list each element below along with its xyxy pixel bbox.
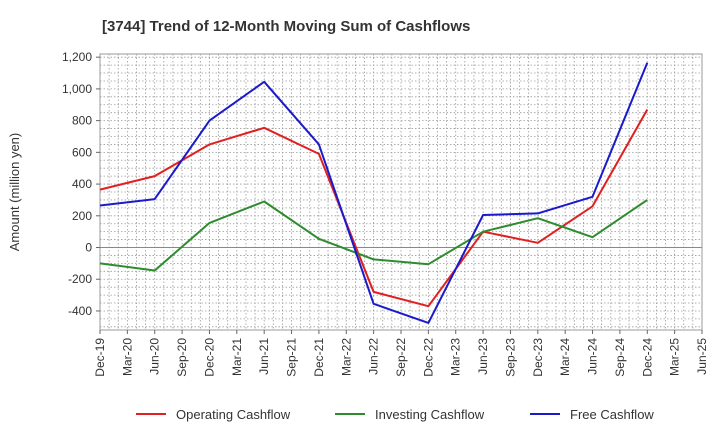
x-tick-label: Dec-22 — [421, 338, 435, 377]
x-tick-label: Jun-21 — [257, 338, 271, 375]
y-tick-label: 600 — [72, 145, 92, 159]
x-tick-label: Jun-25 — [695, 338, 709, 375]
y-tick-label: 400 — [72, 177, 92, 191]
y-tick-label: -200 — [68, 272, 92, 286]
y-axis-ticks: -400 -200 0 200 400 600 800 1,000 1,200 — [62, 50, 100, 318]
x-tick-label: Mar-24 — [558, 338, 572, 376]
legend-label: Investing Cashflow — [375, 407, 485, 422]
x-tick-label: Sep-22 — [394, 338, 408, 377]
y-tick-label: 800 — [72, 114, 92, 128]
x-tick-label: Sep-24 — [613, 338, 627, 377]
x-tick-label: Dec-20 — [202, 338, 216, 377]
y-axis-label: Amount (million yen) — [7, 133, 22, 252]
legend-label: Operating Cashflow — [176, 407, 291, 422]
series-line-operating-cashflow — [99, 109, 649, 308]
y-tick-label: 1,200 — [62, 50, 92, 64]
y-tick-label: 200 — [72, 209, 92, 223]
x-tick-label: Sep-21 — [285, 338, 299, 377]
series-lines — [99, 62, 649, 324]
y-tick-label: 0 — [85, 241, 92, 255]
x-axis-ticks: Dec-19 Mar-20 Jun-20 Sep-20 Dec-20 Mar-21 Jun-… — [93, 330, 709, 377]
x-tick-label: Mar-20 — [120, 338, 134, 376]
series-line-free-cashflow — [99, 62, 649, 324]
x-tick-label: Dec-24 — [640, 338, 654, 377]
x-tick-label: Sep-20 — [175, 338, 189, 377]
x-tick-label: Dec-23 — [531, 338, 545, 377]
x-tick-label: Mar-25 — [668, 338, 682, 376]
x-tick-label: Mar-23 — [449, 338, 463, 376]
x-tick-label: Mar-22 — [339, 338, 353, 376]
chart-title: [3744] Trend of 12-Month Moving Sum of C… — [102, 18, 470, 35]
y-tick-label: 1,000 — [62, 82, 92, 96]
x-tick-label: Mar-21 — [230, 338, 244, 376]
legend: Operating Cashflow Investing Cashflow Free… — [136, 407, 654, 422]
y-tick-label: -400 — [68, 304, 92, 318]
x-tick-label: Dec-19 — [93, 338, 107, 377]
x-tick-label: Jun-24 — [586, 338, 600, 375]
x-tick-label: Dec-21 — [312, 338, 326, 377]
x-tick-label: Jun-20 — [148, 338, 162, 375]
legend-label: Free Cashflow — [570, 407, 654, 422]
x-tick-label: Jun-22 — [367, 338, 381, 375]
x-tick-label: Sep-23 — [503, 338, 517, 377]
grid — [100, 54, 702, 330]
x-tick-label: Jun-23 — [476, 338, 490, 375]
series-line-investing-cashflow — [99, 199, 648, 272]
